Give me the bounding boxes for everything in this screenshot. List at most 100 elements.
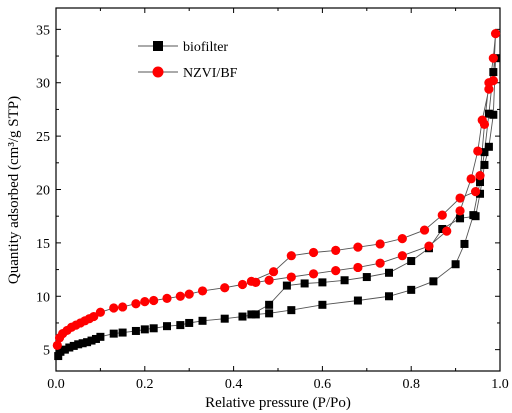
plot-frame xyxy=(55,7,501,372)
data-point-nzvi-bf xyxy=(308,269,319,279)
data-point-nzvi-bf xyxy=(246,276,256,286)
data-point-biofilter xyxy=(149,324,158,333)
data-point-biofilter xyxy=(407,285,416,294)
data-point-biofilter xyxy=(265,300,274,309)
data-point-nzvi-bf xyxy=(353,262,363,273)
x-axis-title: Relative pressure (P/Po) xyxy=(205,395,351,411)
x-tick-label: 0.0 xyxy=(47,377,65,392)
data-point-biofilter xyxy=(176,321,185,330)
data-point-biofilter xyxy=(198,316,207,325)
data-point-biofilter xyxy=(456,214,465,223)
data-point-nzvi-bf xyxy=(424,241,434,251)
data-point-nzvi-bf xyxy=(442,226,452,236)
data-point-biofilter xyxy=(247,310,256,319)
x-tick-label: 0.4 xyxy=(225,377,243,392)
data-point-biofilter xyxy=(185,318,194,327)
data-point-biofilter xyxy=(118,328,127,337)
data-point-biofilter xyxy=(69,341,78,350)
data-point-biofilter xyxy=(489,110,498,119)
data-point-biofilter xyxy=(353,296,362,305)
y-tick-label: 30 xyxy=(36,77,50,92)
data-point-biofilter xyxy=(220,314,229,323)
data-point-biofilter xyxy=(451,260,460,269)
data-point-nzvi-bf xyxy=(175,291,185,301)
data-point-biofilter xyxy=(484,142,493,151)
data-point-nzvi-bf xyxy=(331,245,341,255)
data-point-nzvi-bf xyxy=(353,242,363,252)
data-point-nzvi-bf xyxy=(397,234,407,244)
data-point-nzvi-bf xyxy=(268,267,279,277)
legend-marker-biofilter xyxy=(153,41,163,51)
data-point-biofilter xyxy=(385,292,393,301)
data-point-biofilter xyxy=(318,278,327,287)
data-point-biofilter xyxy=(140,325,149,334)
data-point-nzvi-bf xyxy=(95,307,105,317)
data-point-nzvi-bf xyxy=(149,295,159,306)
data-point-biofilter xyxy=(471,212,480,221)
data-point-biofilter xyxy=(60,345,69,354)
series-line-0 xyxy=(57,58,497,357)
data-point-nzvi-bf xyxy=(331,266,341,276)
data-point-nzvi-bf xyxy=(479,119,490,129)
data-point-biofilter xyxy=(480,148,489,157)
data-point-biofilter xyxy=(385,268,393,277)
data-point-nzvi-bf xyxy=(419,225,430,235)
x-tick-label: 0.8 xyxy=(402,377,420,392)
data-point-biofilter xyxy=(83,338,92,347)
legend-label-nzvi-bf: NZVI/BF xyxy=(183,66,238,81)
data-point-nzvi-bf xyxy=(490,29,501,39)
legend: biofilter NZVI/BF xyxy=(138,40,238,81)
data-point-biofilter xyxy=(460,239,469,248)
data-point-nzvi-bf xyxy=(162,293,172,303)
data-point-nzvi-bf xyxy=(475,171,485,181)
data-point-biofilter xyxy=(251,310,260,319)
data-point-biofilter xyxy=(54,352,63,361)
data-point-biofilter xyxy=(429,277,438,286)
data-point-nzvi-bf xyxy=(375,258,385,268)
data-point-nzvi-bf xyxy=(184,289,194,299)
y-tick-label: 25 xyxy=(36,130,50,145)
y-tick-label: 35 xyxy=(36,23,50,38)
data-point-biofilter xyxy=(282,281,291,290)
data-point-nzvi-bf xyxy=(375,239,385,249)
data-point-biofilter xyxy=(318,300,327,309)
data-point-biofilter xyxy=(91,334,100,343)
data-point-biofilter xyxy=(163,322,171,331)
data-point-biofilter xyxy=(238,312,247,321)
data-point-biofilter xyxy=(56,347,65,356)
data-point-nzvi-bf xyxy=(237,279,248,290)
legend-marker-nzvi-bf xyxy=(152,66,164,78)
data-point-biofilter xyxy=(480,160,489,169)
data-point-nzvi-bf xyxy=(308,247,319,258)
data-point-biofilter xyxy=(476,178,485,187)
series-line-1 xyxy=(56,33,497,346)
data-point-biofilter xyxy=(131,326,140,335)
data-point-biofilter xyxy=(340,276,349,285)
data-point-biofilter xyxy=(74,340,83,349)
data-point-biofilter xyxy=(407,257,416,266)
data-point-nzvi-bf xyxy=(140,297,150,307)
data-point-nzvi-bf xyxy=(484,84,494,94)
data-point-nzvi-bf xyxy=(220,283,230,293)
y-tick-label: 5 xyxy=(43,344,50,359)
data-point-nzvi-bf xyxy=(470,187,481,197)
data-point-biofilter xyxy=(65,343,74,352)
data-point-nzvi-bf xyxy=(473,146,483,156)
data-point-biofilter xyxy=(362,273,371,282)
data-point-nzvi-bf xyxy=(484,78,494,88)
data-point-nzvi-bf xyxy=(466,174,476,184)
series-layer xyxy=(52,29,501,361)
data-point-biofilter xyxy=(438,225,447,234)
legend-label-biofilter: biofilter xyxy=(183,40,228,55)
data-point-nzvi-bf xyxy=(437,210,447,220)
x-tick-label: 0.2 xyxy=(136,377,154,392)
x-tick-label: 0.6 xyxy=(314,377,332,392)
data-point-nzvi-bf xyxy=(264,275,274,285)
data-point-nzvi-bf xyxy=(109,303,119,313)
y-tick-label: 15 xyxy=(36,237,50,252)
data-point-nzvi-bf xyxy=(52,340,62,350)
data-point-nzvi-bf xyxy=(397,251,407,261)
data-point-biofilter xyxy=(476,189,485,198)
data-point-biofilter xyxy=(287,306,296,315)
